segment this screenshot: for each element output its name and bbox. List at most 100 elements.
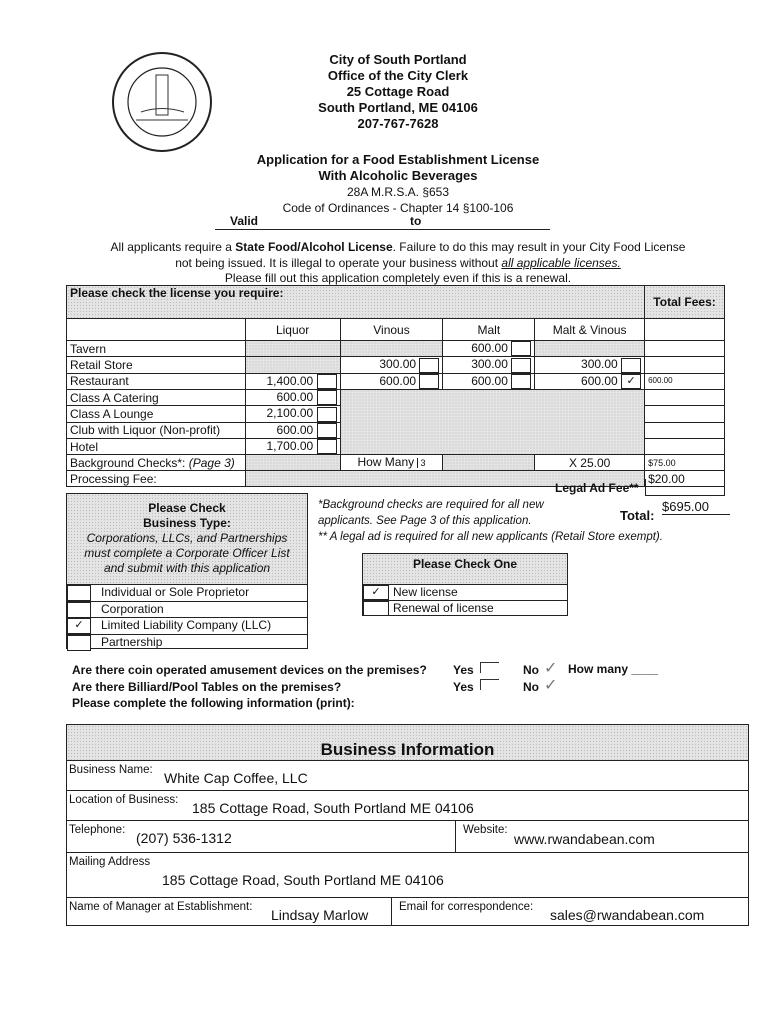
question-amusement: Are there coin operated amusement device… <box>72 663 427 677</box>
row-label: Club with Liquor (Non-profit) <box>66 421 246 439</box>
checkbox[interactable] <box>67 601 91 618</box>
checkbox[interactable] <box>419 373 440 389</box>
ordinance-reference: Code of Ordinances - Chapter 14 §100-106 <box>282 201 514 215</box>
yes-label: Yes <box>453 663 474 677</box>
row-label: Background Checks*: (Page 3) <box>66 454 246 472</box>
manager-row: Name of Manager at Establishment: Lindsa… <box>66 897 748 925</box>
no-label: No <box>523 663 539 677</box>
checkbox[interactable] <box>316 422 337 438</box>
checkbox[interactable] <box>511 357 532 373</box>
option-label: Individual or Sole Proprietor <box>101 585 250 599</box>
no-checkmark-icon[interactable]: ✓ <box>544 677 558 694</box>
city-seal-logo <box>112 52 212 152</box>
fee: 300.00 <box>471 357 508 372</box>
fee: 600.00 <box>276 389 314 404</box>
legal-ad-field[interactable] <box>645 479 725 496</box>
checkbox[interactable] <box>419 357 440 373</box>
checkbox[interactable] <box>621 357 642 373</box>
checkbox-checked[interactable]: ✓ <box>363 585 389 601</box>
mailing-address-field[interactable]: 185 Cottage Road, South Portland ME 0410… <box>162 872 444 888</box>
fee: 1,400.00 <box>266 373 314 388</box>
manager-label: Name of Manager at Establishment: <box>69 901 253 913</box>
business-type-option[interactable]: Corporation <box>67 600 307 618</box>
row-label: Restaurant <box>66 372 246 390</box>
option-new-license[interactable]: ✓ New license <box>363 585 567 601</box>
checkbox[interactable] <box>316 373 337 389</box>
business-type-instruction: must complete a Corporate Officer List <box>84 546 290 560</box>
location-row: Location of Business: 185 Cottage Road, … <box>66 790 748 821</box>
manager-field[interactable]: Lindsay Marlow <box>271 907 369 923</box>
row-class-a-catering: Class A Catering 600.00 <box>66 388 725 455</box>
notice-line-2: not being issued. It is illegal to opera… <box>175 255 621 270</box>
checkbox[interactable] <box>67 634 91 651</box>
yes-checkbox[interactable] <box>480 679 499 690</box>
total-value: $695.00 <box>662 499 730 515</box>
row-label: Class A Catering <box>66 388 246 407</box>
business-type-subheading: Business Type: <box>143 516 231 530</box>
website-field[interactable]: www.rwandabean.com <box>514 831 655 847</box>
business-type-instruction: Corporations, LLCs, and Partnerships <box>86 531 288 545</box>
business-type-option[interactable]: Partnership <box>67 633 307 651</box>
row-tavern: Tavern 600.00 <box>66 339 725 358</box>
business-type-box: Please Check Business Type: Corporations… <box>66 493 308 651</box>
telephone-field[interactable]: (207) 536-1312 <box>136 830 232 846</box>
row-total: 600.00 <box>644 372 725 390</box>
row-label: Processing Fee: <box>66 470 246 487</box>
option-label: New license <box>393 585 458 599</box>
to-label: to <box>410 214 422 228</box>
city-state-zip: South Portland, ME 04106 <box>318 100 478 115</box>
how-many-input[interactable]: 3 <box>417 458 426 469</box>
total-fees-heading: Total Fees: <box>644 285 725 319</box>
option-renewal[interactable]: Renewal of license <box>363 601 567 617</box>
row-retail-store: Retail Store 300.00 300.00 300.00 <box>66 356 725 374</box>
row-label: Class A Lounge <box>66 405 246 423</box>
email-field[interactable]: sales@rwandabean.com <box>550 907 705 923</box>
how-many-label: How Many <box>357 455 415 470</box>
statute-reference: 28A M.R.S.A. §653 <box>346 185 450 199</box>
yes-checkbox[interactable] <box>480 662 499 673</box>
business-type-option[interactable]: ✓ Limited Liability Company (LLC) <box>67 617 307 634</box>
phone-row: Telephone: (207) 536-1312 Website: www.r… <box>66 820 748 853</box>
check-one-heading: Please Check One <box>363 554 567 585</box>
row-label: Retail Store <box>66 356 246 374</box>
row-label: Hotel <box>66 437 246 456</box>
business-type-option[interactable]: Individual or Sole Proprietor <box>67 584 307 601</box>
checkbox[interactable] <box>316 406 337 422</box>
fee: 300.00 <box>581 357 618 372</box>
col-malt-vinous: Malt & Vinous <box>534 318 646 341</box>
phone-number: 207-767-7628 <box>357 116 439 131</box>
checkbox[interactable] <box>363 601 389 617</box>
fee: 2,100.00 <box>266 406 314 421</box>
option-label: Corporation <box>101 601 164 616</box>
license-fee-table: Please check the license you require: Tot… <box>65 285 725 487</box>
fee: 1,700.00 <box>266 438 314 453</box>
col-malt: Malt <box>442 318 536 341</box>
business-name-label: Business Name: <box>69 764 153 776</box>
business-type-heading: Please Check <box>148 501 226 515</box>
row-background-checks: Background Checks*: (Page 3) How Many 3 … <box>66 454 725 472</box>
option-label: Renewal of license <box>393 601 494 615</box>
checkbox[interactable] <box>316 439 337 455</box>
mailing-address-label: Mailing Address <box>69 856 151 868</box>
multiplier: X 25.00 <box>534 454 646 472</box>
checkbox[interactable] <box>511 373 532 389</box>
checkbox[interactable] <box>67 585 91 601</box>
business-name-field[interactable]: White Cap Coffee, LLC <box>164 770 308 786</box>
no-checkmark-icon[interactable]: ✓ <box>544 660 558 677</box>
checkbox[interactable] <box>511 341 532 357</box>
checkbox-checked[interactable]: ✓ <box>621 373 642 389</box>
mailing-row: Mailing Address 185 Cottage Road, South … <box>66 852 748 898</box>
checkbox[interactable] <box>316 390 337 406</box>
yes-label: Yes <box>453 679 474 694</box>
email-label: Email for correspondence: <box>399 901 534 913</box>
option-label: Limited Liability Company (LLC) <box>101 618 272 632</box>
col-vinous: Vinous <box>339 318 444 341</box>
row-label: Tavern <box>66 339 246 358</box>
row-restaurant: Restaurant 1,400.00 600.00 600.00 600.00… <box>66 372 725 390</box>
location-field[interactable]: 185 Cottage Road, South Portland ME 0410… <box>192 800 474 816</box>
valid-dates-line[interactable] <box>215 229 550 230</box>
checkbox[interactable]: ✓ <box>67 618 91 634</box>
field-divider <box>455 821 456 853</box>
field-divider <box>391 898 392 925</box>
